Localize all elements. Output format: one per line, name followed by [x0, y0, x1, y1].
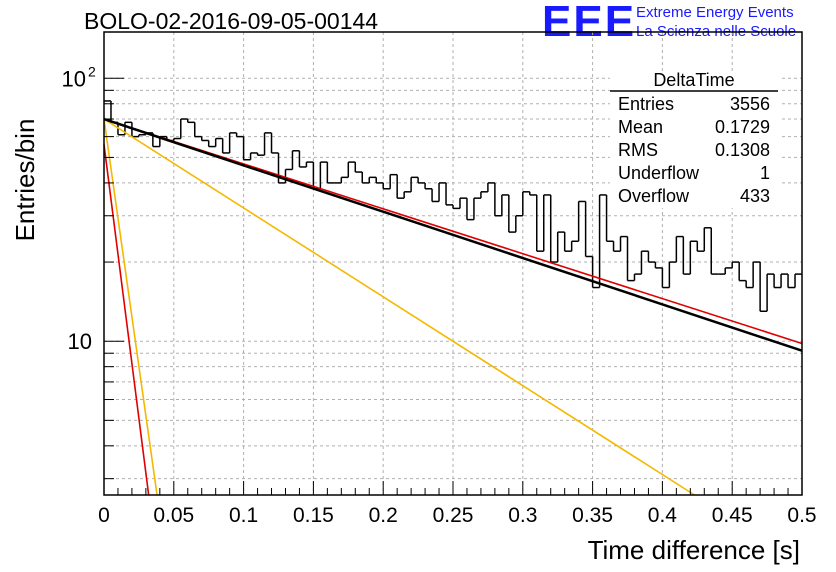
- stats-box: DeltaTime Entries 3556 Mean 0.1729 RMS 0.1308…: [610, 70, 780, 208]
- x-tick-label: 0.1: [229, 504, 258, 527]
- stats-box-title: DeltaTime: [653, 70, 734, 90]
- stats-row-value: 433: [740, 186, 770, 206]
- eee-logo: EEE: [542, 0, 637, 46]
- stats-row-value: 1: [760, 163, 770, 183]
- fit-line-red: [103, 144, 150, 496]
- stats-row-value: 0.1308: [715, 140, 770, 160]
- fit-line-yellow: [103, 118, 158, 496]
- stats-row-label: RMS: [618, 140, 658, 160]
- fit-line-yellow: [103, 118, 695, 496]
- x-tick-label: 0.5: [787, 504, 816, 527]
- y-tick-label: 10: [62, 66, 86, 91]
- x-tick-label: 0.45: [712, 504, 753, 527]
- x-tick-labels: 0 0.05 0.1 0.15 0.2 0.25 0.3 0.35 0.4 0.45 0.5: [98, 504, 816, 527]
- x-tick-label: 0.3: [508, 504, 537, 527]
- fit-line-black: [103, 117, 803, 352]
- stats-row-value: 3556: [730, 94, 770, 114]
- stats-row-label: Overflow: [618, 186, 690, 206]
- y-axis-label: Entries/bin: [10, 119, 40, 242]
- x-tick-label: 0: [98, 504, 110, 527]
- stats-box-bg: [610, 72, 780, 208]
- x-axis-label: Time difference [s]: [588, 535, 800, 565]
- y-tick-label-exponent: 2: [88, 63, 96, 79]
- x-tick-label: 0.4: [648, 504, 678, 527]
- stats-row-label: Underflow: [618, 163, 700, 183]
- stats-row-label: Mean: [618, 117, 663, 137]
- x-tick-label: 0.15: [293, 504, 334, 527]
- x-tick-label: 0.05: [153, 504, 194, 527]
- chart-title: BOLO-02-2016-09-05-00144: [84, 8, 379, 34]
- stats-row-value: 0.1729: [715, 117, 770, 137]
- y-tick-label: 10: [68, 329, 92, 354]
- x-tick-label: 0.35: [572, 504, 613, 527]
- stats-row-label: Entries: [618, 94, 674, 114]
- x-tick-label: 0.25: [433, 504, 474, 527]
- axis-ticks: [103, 77, 803, 495]
- tagline-line-1: Extreme Energy Events: [636, 4, 794, 21]
- fit-lines: [103, 117, 803, 496]
- x-tick-label: 0.2: [369, 504, 398, 527]
